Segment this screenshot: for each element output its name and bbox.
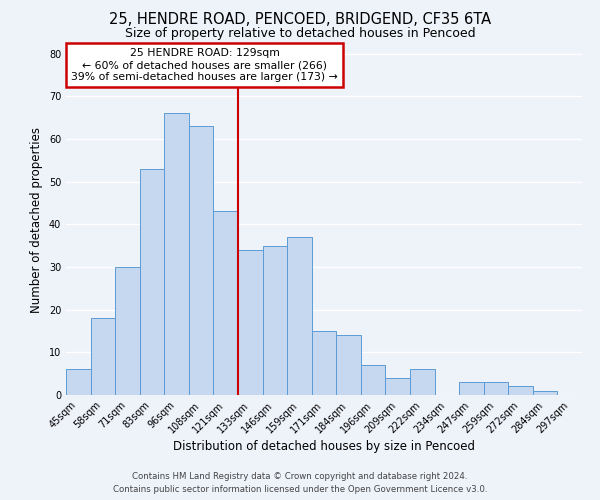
- Bar: [508, 386, 533, 395]
- Text: 25 HENDRE ROAD: 129sqm
← 60% of detached houses are smaller (266)
39% of semi-de: 25 HENDRE ROAD: 129sqm ← 60% of detached…: [71, 48, 338, 82]
- Bar: [140, 169, 164, 395]
- Bar: [533, 390, 557, 395]
- Bar: [164, 114, 189, 395]
- Text: Size of property relative to detached houses in Pencoed: Size of property relative to detached ho…: [125, 28, 475, 40]
- Bar: [263, 246, 287, 395]
- X-axis label: Distribution of detached houses by size in Pencoed: Distribution of detached houses by size …: [173, 440, 475, 454]
- Bar: [312, 331, 336, 395]
- Bar: [91, 318, 115, 395]
- Bar: [287, 237, 312, 395]
- Bar: [66, 370, 91, 395]
- Bar: [238, 250, 263, 395]
- Bar: [385, 378, 410, 395]
- Bar: [361, 365, 385, 395]
- Bar: [214, 212, 238, 395]
- Bar: [410, 370, 434, 395]
- Bar: [336, 335, 361, 395]
- Text: Contains HM Land Registry data © Crown copyright and database right 2024.
Contai: Contains HM Land Registry data © Crown c…: [113, 472, 487, 494]
- Text: 25, HENDRE ROAD, PENCOED, BRIDGEND, CF35 6TA: 25, HENDRE ROAD, PENCOED, BRIDGEND, CF35…: [109, 12, 491, 28]
- Bar: [459, 382, 484, 395]
- Bar: [189, 126, 214, 395]
- Bar: [484, 382, 508, 395]
- Y-axis label: Number of detached properties: Number of detached properties: [30, 127, 43, 313]
- Bar: [115, 267, 140, 395]
